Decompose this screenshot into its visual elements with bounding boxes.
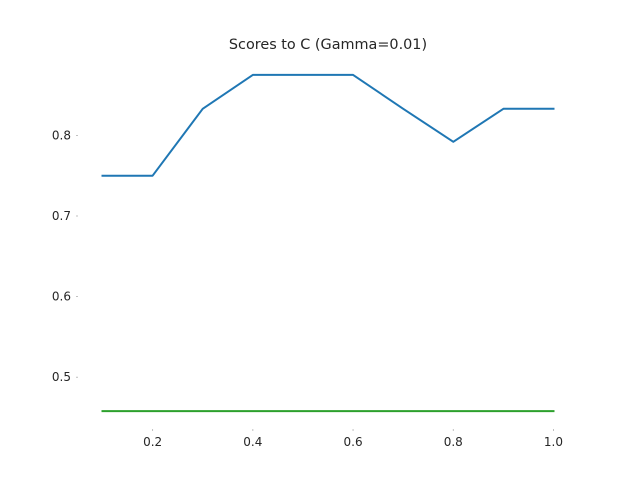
- x-tick-label: 0.8: [444, 435, 463, 449]
- x-tick-label: 0.6: [344, 435, 363, 449]
- y-tick-label: 0.7: [52, 209, 71, 223]
- y-axis: 0.5 0.6 0.7 0.8: [52, 128, 78, 384]
- chart-title: Scores to C (Gamma=0.01): [229, 37, 427, 53]
- x-tick-label: 1.0: [544, 435, 563, 449]
- x-axis: 0.2 0.4 0.6 0.8 1.0: [143, 429, 563, 449]
- y-tick-label: 0.8: [52, 128, 71, 142]
- plot-area: [101, 73, 555, 413]
- series-line-1: [101, 73, 555, 177]
- x-tick-label: 0.2: [143, 435, 162, 449]
- y-tick-label: 0.5: [52, 370, 71, 384]
- y-tick-label: 0.6: [52, 290, 71, 304]
- x-tick-label: 0.4: [243, 435, 262, 449]
